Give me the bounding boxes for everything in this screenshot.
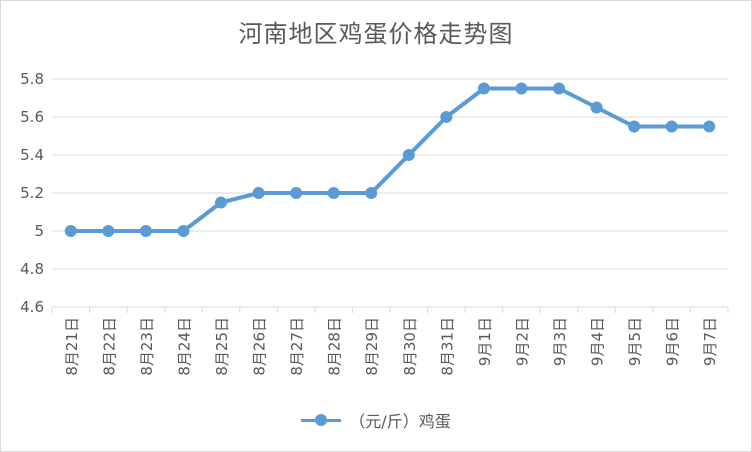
data-point bbox=[365, 187, 378, 199]
chart-title: 河南地区鸡蛋价格走势图 bbox=[238, 20, 514, 48]
data-point bbox=[628, 120, 641, 133]
x-tick-label: 9月1日 bbox=[476, 317, 494, 366]
x-tick-label: 9月7日 bbox=[701, 317, 719, 366]
data-point bbox=[703, 120, 716, 133]
y-tick-label: 5.8 bbox=[20, 70, 44, 88]
data-point bbox=[139, 225, 152, 237]
data-point bbox=[402, 149, 415, 161]
legend: （元/斤）鸡蛋 bbox=[0, 408, 752, 432]
data-point bbox=[327, 187, 340, 199]
x-tick-label: 9月3日 bbox=[551, 317, 569, 366]
x-tick-label: 9月6日 bbox=[664, 317, 682, 366]
x-tick-label: 8月29日 bbox=[363, 317, 381, 376]
x-tick-label: 9月4日 bbox=[589, 317, 607, 366]
data-point bbox=[477, 82, 490, 95]
data-point bbox=[440, 111, 453, 123]
y-tick-label: 5.6 bbox=[20, 108, 44, 126]
data-point bbox=[590, 101, 603, 114]
legend-label: （元/斤）鸡蛋 bbox=[349, 412, 451, 431]
series-line bbox=[68, 86, 712, 233]
x-tick-label: 8月27日 bbox=[288, 317, 306, 376]
y-tick-label: 5.2 bbox=[20, 184, 44, 202]
data-point bbox=[64, 225, 77, 237]
x-tick-label: 8月24日 bbox=[175, 317, 193, 376]
x-tick-label: 8月30日 bbox=[401, 317, 419, 376]
data-point bbox=[515, 82, 528, 95]
legend-dot bbox=[315, 414, 328, 426]
x-tick-label: 8月22日 bbox=[100, 317, 118, 376]
data-point bbox=[665, 120, 678, 133]
data-point bbox=[290, 187, 303, 199]
data-point bbox=[177, 225, 190, 237]
x-tick-label: 8月28日 bbox=[326, 317, 344, 376]
x-tick-label: 9月2日 bbox=[513, 317, 531, 366]
data-point bbox=[215, 196, 227, 209]
x-tick-label: 8月21日 bbox=[63, 317, 81, 376]
x-tick-label: 9月5日 bbox=[626, 317, 644, 366]
y-tick-label: 5 bbox=[34, 222, 44, 240]
data-point bbox=[252, 187, 265, 199]
y-tick-label: 4.6 bbox=[20, 298, 44, 316]
legend-marker bbox=[301, 410, 342, 430]
data-point bbox=[553, 82, 565, 95]
x-tick-label: 8月31日 bbox=[438, 317, 456, 376]
x-tick-label: 8月25日 bbox=[213, 317, 231, 376]
y-tick-label: 4.8 bbox=[20, 260, 44, 278]
y-tick-label: 5.4 bbox=[20, 146, 44, 164]
x-tick-label: 8月23日 bbox=[138, 317, 156, 376]
x-tick-label: 8月26日 bbox=[251, 317, 269, 376]
data-point bbox=[102, 225, 115, 237]
